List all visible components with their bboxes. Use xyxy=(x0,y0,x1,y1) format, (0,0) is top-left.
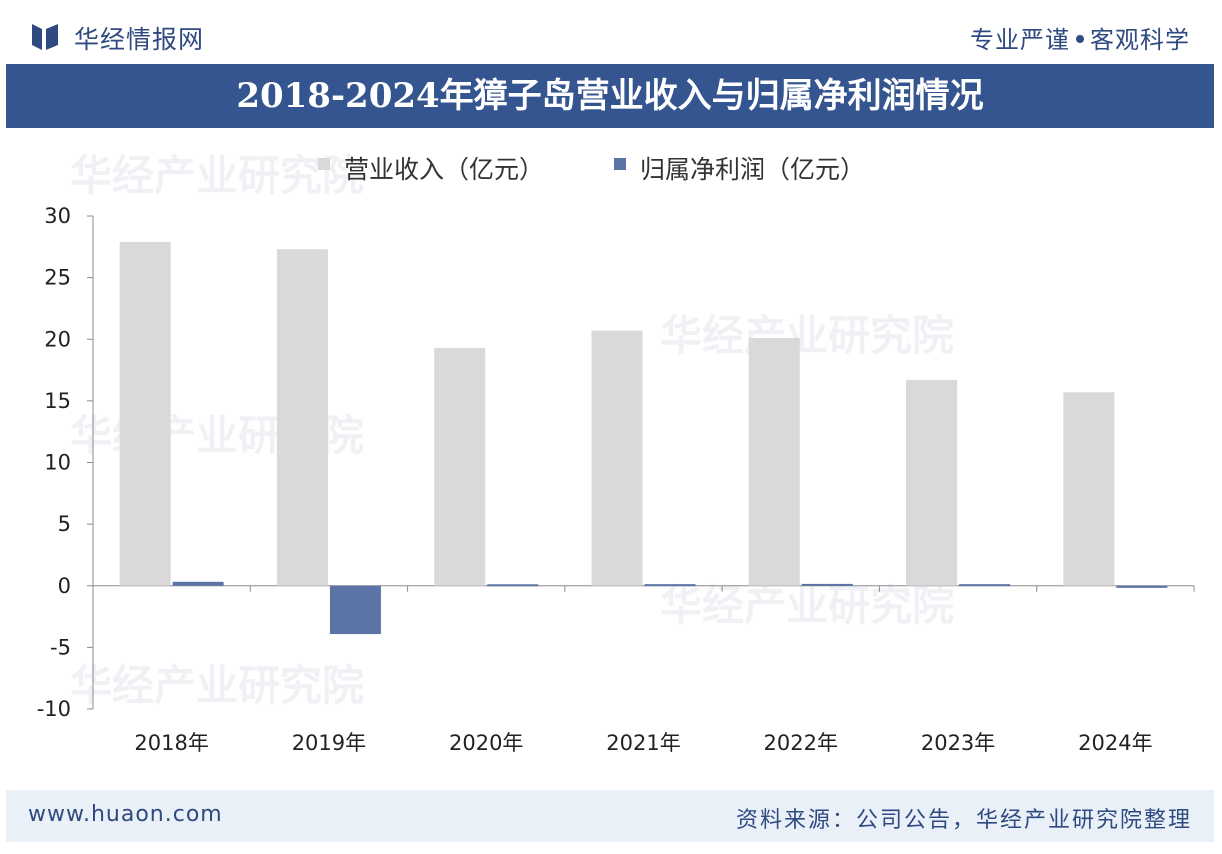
bar-revenue xyxy=(591,330,643,586)
footer: www.huaon.com 资料来源：公司公告，华经产业研究院整理 xyxy=(6,790,1214,842)
x-tick-label: 2023年 xyxy=(921,731,995,755)
top-bar: 华经情报网 专业严谨 客观科学 xyxy=(0,0,1222,64)
x-tick-label: 2022年 xyxy=(764,731,838,755)
bar-profit xyxy=(329,585,381,635)
x-tick-label: 2020年 xyxy=(449,731,523,755)
slogan-right: 客观科学 xyxy=(1090,26,1190,54)
bar-revenue xyxy=(748,338,800,586)
bar-profit xyxy=(1116,585,1168,588)
logo-icon xyxy=(32,24,58,50)
legend-swatch-profit xyxy=(614,158,626,170)
bar-profit xyxy=(172,581,224,586)
slogan: 专业严谨 客观科学 xyxy=(970,20,1190,55)
bar-revenue xyxy=(1063,392,1115,586)
y-tick-label: 25 xyxy=(44,266,71,290)
footer-url[interactable]: www.huaon.com xyxy=(28,802,223,827)
bar-revenue xyxy=(119,241,171,586)
x-tick-label: 2019年 xyxy=(292,731,366,755)
watermark-text: 华经产业研究院 xyxy=(660,311,954,360)
axes xyxy=(87,215,1195,710)
y-tick-label: 0 xyxy=(58,574,71,598)
legend-label-profit: 归属净利润（亿元） xyxy=(640,155,866,184)
legend-swatch-revenue xyxy=(318,158,330,170)
x-tick-label: 2021年 xyxy=(606,731,680,755)
tick-labels: 30 25 20 15 10 5 0 -5 -10 2018年 2019年 2020年 2021年 202… xyxy=(37,204,1153,755)
y-tick-label: -10 xyxy=(37,697,71,721)
slogan-dot-icon xyxy=(1076,35,1084,43)
x-tick-label: 2024年 xyxy=(1078,731,1152,755)
y-tick-label: 20 xyxy=(44,327,71,351)
y-tick-label: 15 xyxy=(44,389,71,413)
slogan-left: 专业严谨 xyxy=(970,26,1070,54)
bar-revenue xyxy=(276,249,328,586)
watermark-text: 华经产业研究院 xyxy=(70,661,364,710)
bar-revenue xyxy=(434,347,486,586)
logo-text: 华经情报网 xyxy=(74,25,205,54)
y-tick-label: 5 xyxy=(58,512,71,536)
bar-profit xyxy=(487,584,539,587)
x-tick-label: 2018年 xyxy=(134,731,208,755)
bar-profit xyxy=(801,583,853,586)
y-tick-label: 30 xyxy=(44,204,71,228)
watermark-text: 华经产业研究院 xyxy=(660,581,954,630)
watermark-text: 华经产业研究院 xyxy=(70,151,364,200)
bar-profit xyxy=(959,584,1011,587)
bar-profit xyxy=(644,584,696,587)
y-tick-label: 10 xyxy=(44,451,71,475)
footer-source: 资料来源：公司公告，华经产业研究院整理 xyxy=(735,808,1192,833)
bar-revenue xyxy=(906,379,958,586)
chart-title: 2018-2024年獐子岛营业收入与归属净利润情况 xyxy=(6,64,1214,128)
y-tick-label: -5 xyxy=(50,635,71,659)
legend-label-revenue: 营业收入（亿元） xyxy=(344,155,545,184)
bars xyxy=(119,241,1168,635)
